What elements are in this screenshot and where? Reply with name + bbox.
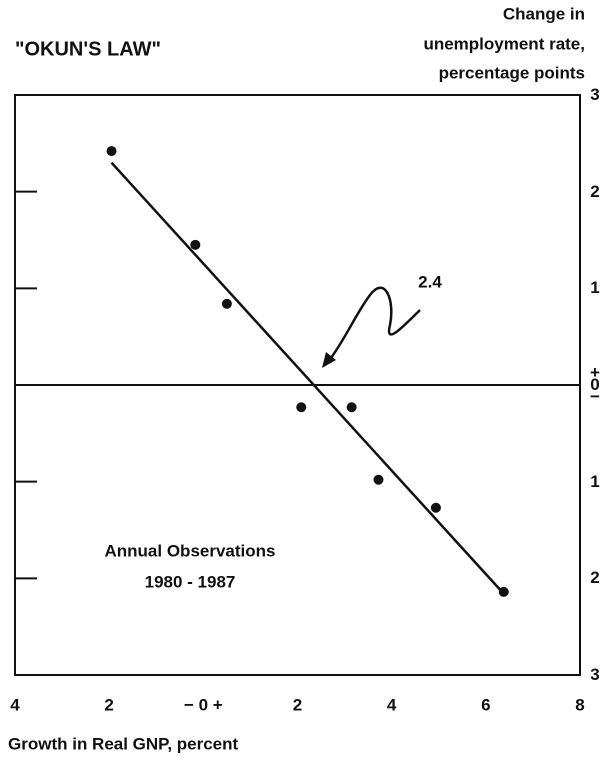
annotation: 1980 - 1987 (145, 572, 236, 591)
data-point (296, 402, 307, 413)
x-tick-label: 8 (575, 695, 584, 714)
annotation: 2.4 (418, 272, 442, 291)
y-tick-label: 2 (590, 568, 600, 588)
annotation-arrow (327, 286, 421, 363)
y-tick-label: + 0 − (590, 363, 600, 406)
y-tick-label: 3 (590, 665, 600, 684)
data-point (190, 239, 201, 250)
y-tick-label: 3 (590, 85, 600, 104)
data-point (498, 586, 509, 597)
x-tick-label: 2 (104, 695, 113, 714)
data-point (221, 298, 232, 309)
data-point (106, 146, 117, 157)
chart-title: "OKUN'S LAW" (15, 38, 161, 60)
x-tick-label: 4 (387, 695, 397, 714)
y-tick-label: 2 (590, 181, 600, 201)
x-tick-label: 2 (293, 695, 302, 714)
x-tick-label: 6 (481, 695, 490, 714)
data-point (373, 474, 384, 485)
y-tick-label: 1 (590, 471, 600, 491)
trend-line (110, 161, 506, 596)
data-point (346, 402, 357, 413)
x-tick-label: 4 (10, 695, 20, 714)
y-axis-label: Change in (503, 4, 585, 23)
x-tick-label: − 0 + (184, 695, 223, 714)
x-axis-label: Growth in Real GNP, percent (8, 734, 239, 753)
y-axis-label: unemployment rate, (423, 34, 585, 53)
y-axis-label: percentage points (439, 63, 585, 82)
annotation: Annual Observations (105, 541, 276, 560)
data-point (430, 502, 441, 513)
y-tick-label: 1 (590, 278, 600, 298)
arrow-head (322, 352, 336, 368)
